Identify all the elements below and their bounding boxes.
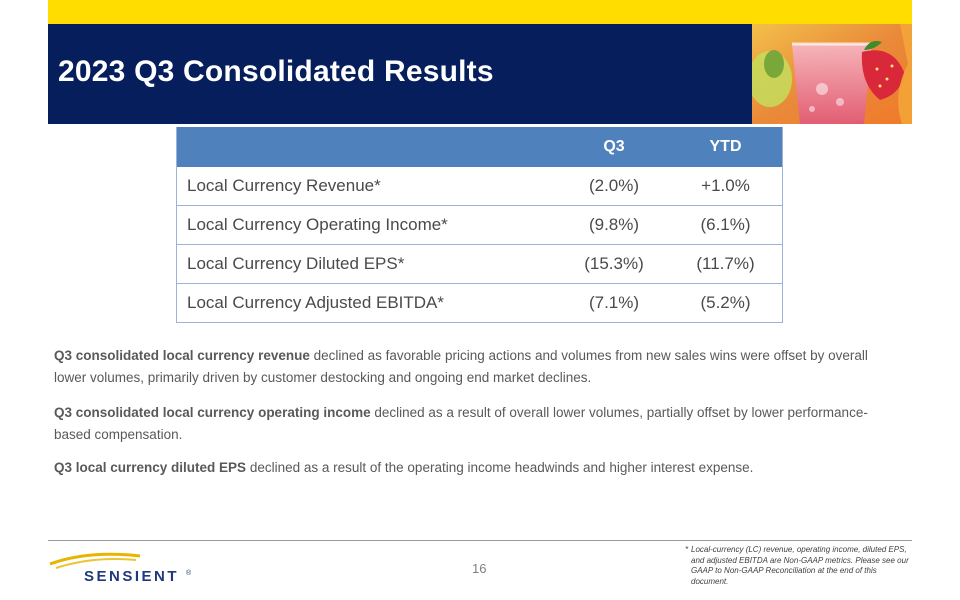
- swoosh-logo-icon: [49, 552, 141, 569]
- row-ytd-value: (11.7%): [669, 244, 783, 284]
- logo-wordmark: SENSIENT: [84, 568, 180, 585]
- table-row: Local Currency Operating Income* (9.8%) …: [176, 205, 783, 245]
- sensient-logo: SENSIENT ®: [48, 548, 208, 588]
- table-row: Local Currency Revenue* (2.0%) +1.0%: [176, 167, 783, 206]
- table-header-q3: Q3: [559, 127, 669, 167]
- table-row: Local Currency Adjusted EBITDA* (7.1%) (…: [176, 283, 783, 323]
- row-q3-value: (7.1%): [559, 283, 669, 323]
- commentary-lead: Q3 local currency diluted EPS: [54, 460, 247, 475]
- row-label: Local Currency Revenue*: [176, 167, 559, 206]
- row-ytd-value: (6.1%): [669, 205, 783, 245]
- table-row: Local Currency Diluted EPS* (15.3%) (11.…: [176, 244, 783, 284]
- commentary-lead: Q3 consolidated local currency revenue: [54, 348, 310, 363]
- row-q3-value: (15.3%): [559, 244, 669, 284]
- row-ytd-value: (5.2%): [669, 283, 783, 323]
- page-number: 16: [472, 561, 487, 576]
- eps-commentary: Q3 local currency diluted EPS declined a…: [54, 457, 874, 479]
- slide-title: 2023 Q3 Consolidated Results: [58, 55, 494, 88]
- row-q3-value: (9.8%): [559, 205, 669, 245]
- row-ytd-value: +1.0%: [669, 167, 783, 206]
- row-label: Local Currency Adjusted EBITDA*: [176, 283, 559, 323]
- commentary-text: declined as a result of the operating in…: [246, 460, 754, 475]
- commentary-lead: Q3 consolidated local currency operating…: [54, 405, 371, 420]
- footnote-mark: *: [685, 545, 689, 554]
- table-header-ytd: YTD: [669, 127, 783, 167]
- table-header-blank: [176, 127, 559, 167]
- row-label: Local Currency Diluted EPS*: [176, 244, 559, 284]
- operating-income-commentary: Q3 consolidated local currency operating…: [54, 402, 874, 446]
- footnote-text: Local-currency (LC) revenue, operating i…: [691, 545, 909, 586]
- commentary-text: declined as favorable pricing actions an…: [54, 348, 868, 385]
- revenue-commentary: Q3 consolidated local currency revenue d…: [54, 345, 874, 389]
- slide-header: 2023 Q3 Consolidated Results: [48, 24, 912, 124]
- results-table: Q3 YTD Local Currency Revenue* (2.0%) +1…: [176, 127, 783, 323]
- commentary-text: declined as a result of overall lower vo…: [54, 405, 868, 442]
- footnote: * Local-currency (LC) revenue, operating…: [685, 545, 910, 587]
- table-header-row: Q3 YTD: [176, 127, 783, 167]
- footer-divider: [48, 540, 912, 541]
- logo-registered-mark: ®: [186, 570, 192, 577]
- row-label: Local Currency Operating Income*: [176, 205, 559, 245]
- top-accent-bar: [48, 0, 912, 24]
- row-q3-value: (2.0%): [559, 167, 669, 206]
- beverage-photo-icon: [752, 24, 912, 124]
